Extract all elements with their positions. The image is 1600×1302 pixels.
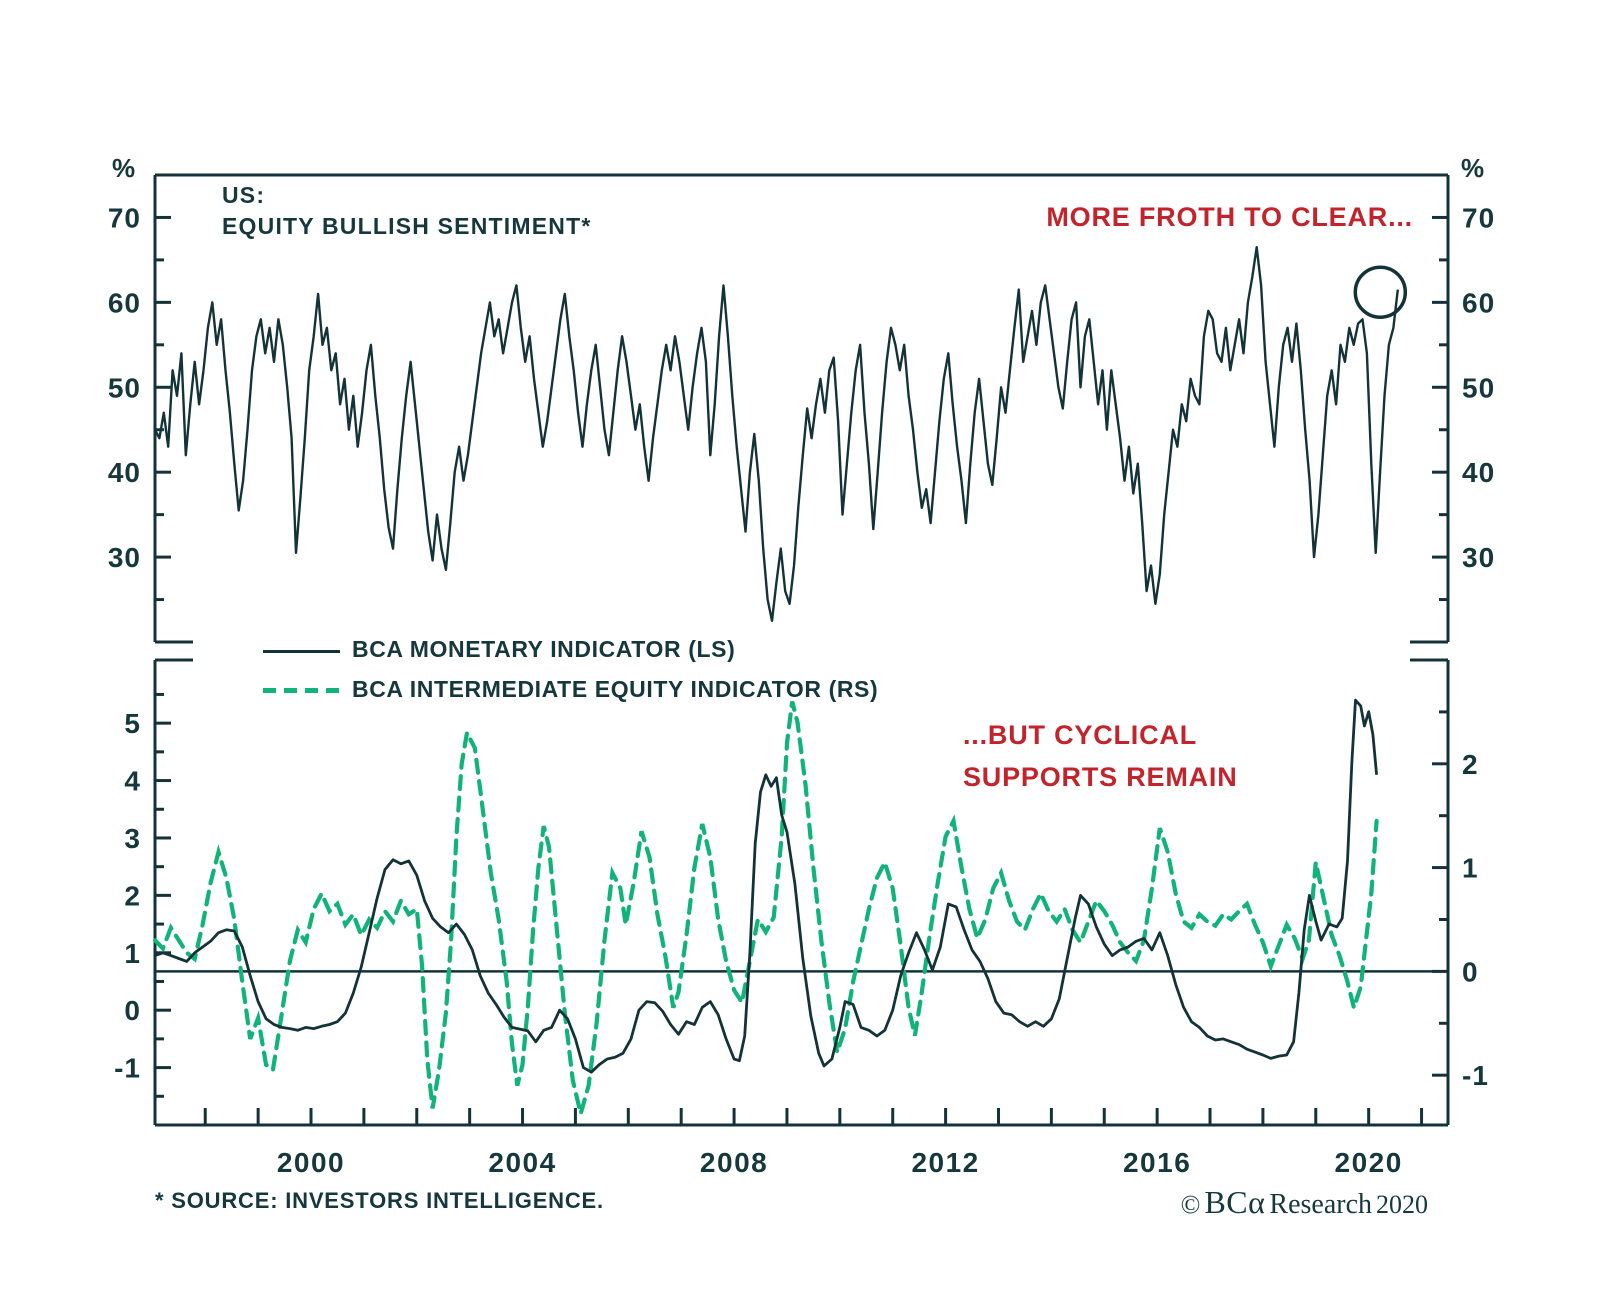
bottom-left-tick-label: 3 xyxy=(124,823,141,854)
legend-label-monetary: BCA MONETARY INDICATOR (LS) xyxy=(352,636,736,662)
top-right-tick-label: 60 xyxy=(1462,287,1495,318)
bottom-right-tick-label: 2 xyxy=(1462,749,1479,780)
bottom-right-tick-label: 1 xyxy=(1462,853,1479,884)
bottom-left-tick-label: 0 xyxy=(124,995,141,1026)
copyright-rest: Research xyxy=(1269,1189,1372,1220)
bottom-left-tick-label: 4 xyxy=(124,766,141,797)
copyright-symbol: © xyxy=(1180,1190,1201,1219)
legend-dashed-line-sample xyxy=(263,688,340,693)
x-axis-year-label: 2012 xyxy=(911,1147,979,1178)
bottom-left-tick-label: 2 xyxy=(124,880,141,911)
top-right-tick-label: 70 xyxy=(1462,202,1495,233)
annotation-cyclical-line1: ...BUT CYCLICAL xyxy=(963,720,1197,750)
bottom-right-tick-label: -1 xyxy=(1462,1060,1489,1091)
legend-solid-line-sample xyxy=(263,650,340,653)
chart-title-line1: US: xyxy=(222,182,266,208)
bottom-left-tick-label: 5 xyxy=(124,708,141,739)
copyright-year: 2020 xyxy=(1376,1190,1428,1219)
chart-title-line2: EQUITY BULLISH SENTIMENT* xyxy=(222,213,592,239)
x-axis-year-label: 2016 xyxy=(1123,1147,1191,1178)
bottom-left-tick-label: 1 xyxy=(124,938,141,969)
latest-point-circle-annotation xyxy=(1353,265,1408,319)
top-left-tick-label: 60 xyxy=(108,287,141,318)
bottom-right-tick-label: 0 xyxy=(1462,956,1479,987)
top-left-axis-unit: % xyxy=(112,153,136,183)
x-axis-year-label: 2000 xyxy=(277,1147,345,1178)
chart-title: US: EQUITY BULLISH SENTIMENT* xyxy=(222,180,592,242)
copyright: © BCα Research 2020 xyxy=(1181,1184,1428,1221)
annotation-more-froth: MORE FROTH TO CLEAR... xyxy=(1046,202,1413,232)
top-left-tick-label: 40 xyxy=(108,457,141,488)
copyright-brand: BCα xyxy=(1204,1184,1266,1220)
top-right-tick-label: 30 xyxy=(1462,542,1495,573)
top-left-tick-label: 30 xyxy=(108,542,141,573)
x-axis-year-label: 2008 xyxy=(700,1147,768,1178)
top-right-tick-label: 40 xyxy=(1462,457,1495,488)
x-axis-year-label: 2004 xyxy=(488,1147,556,1178)
top-right-tick-label: 50 xyxy=(1462,372,1495,403)
series-equity-bullish-sentiment xyxy=(153,246,1399,622)
annotation-cyclical-supports: ...BUT CYCLICAL SUPPORTS REMAIN xyxy=(963,714,1238,798)
annotation-cyclical-line2: SUPPORTS REMAIN xyxy=(963,762,1238,792)
legend-label-intermediate: BCA INTERMEDIATE EQUITY INDICATOR (RS) xyxy=(352,676,879,702)
series-monetary-indicator xyxy=(154,698,1378,1074)
top-right-axis-unit: % xyxy=(1461,153,1485,183)
source-note: * SOURCE: INVESTORS INTELLIGENCE. xyxy=(155,1188,604,1213)
x-axis-year-label: 2020 xyxy=(1335,1147,1403,1178)
top-left-tick-label: 50 xyxy=(108,372,141,403)
top-left-tick-label: 70 xyxy=(108,202,141,233)
bottom-left-tick-label: -1 xyxy=(114,1053,141,1084)
